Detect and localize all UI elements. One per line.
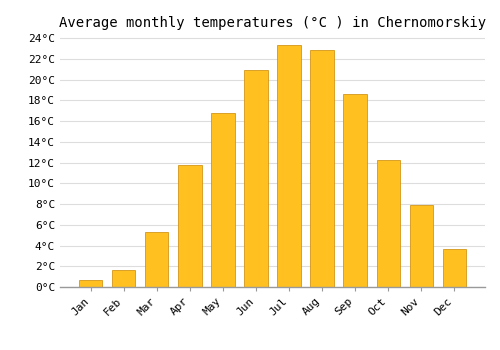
Title: Average monthly temperatures (°C ) in Chernomorskiy: Average monthly temperatures (°C ) in Ch… [59, 16, 486, 30]
Bar [146, 232, 169, 287]
Bar [80, 280, 102, 287]
Bar [178, 164, 202, 287]
Bar [212, 113, 234, 287]
Bar [112, 271, 136, 287]
Bar [344, 94, 366, 287]
Bar [278, 46, 300, 287]
Bar [442, 248, 466, 287]
Bar [244, 70, 268, 287]
Bar [376, 161, 400, 287]
Bar [410, 205, 432, 287]
Bar [310, 49, 334, 287]
